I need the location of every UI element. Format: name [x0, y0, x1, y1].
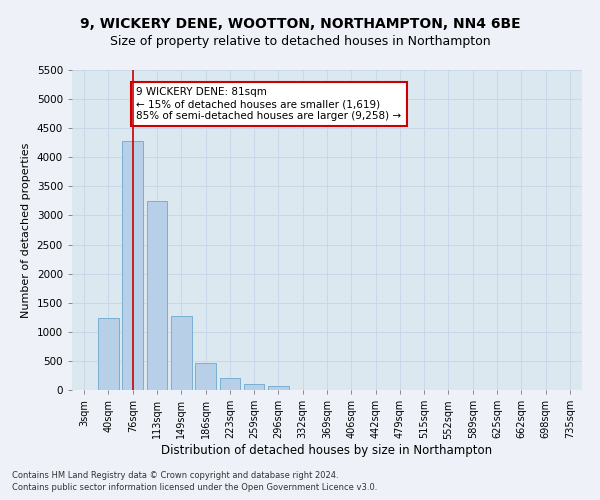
Bar	[171, 316, 191, 390]
Text: 9 WICKERY DENE: 81sqm
← 15% of detached houses are smaller (1,619)
85% of semi-d: 9 WICKERY DENE: 81sqm ← 15% of detached …	[136, 88, 401, 120]
Bar	[146, 201, 167, 390]
Bar	[220, 378, 240, 390]
Text: 9, WICKERY DENE, WOOTTON, NORTHAMPTON, NN4 6BE: 9, WICKERY DENE, WOOTTON, NORTHAMPTON, N…	[80, 18, 520, 32]
Bar	[268, 386, 289, 390]
Text: Size of property relative to detached houses in Northampton: Size of property relative to detached ho…	[110, 35, 490, 48]
Bar	[122, 141, 143, 390]
X-axis label: Distribution of detached houses by size in Northampton: Distribution of detached houses by size …	[161, 444, 493, 457]
Bar	[98, 318, 119, 390]
Y-axis label: Number of detached properties: Number of detached properties	[21, 142, 31, 318]
Bar	[244, 384, 265, 390]
Text: Contains public sector information licensed under the Open Government Licence v3: Contains public sector information licen…	[12, 484, 377, 492]
Text: Contains HM Land Registry data © Crown copyright and database right 2024.: Contains HM Land Registry data © Crown c…	[12, 471, 338, 480]
Bar	[195, 363, 216, 390]
